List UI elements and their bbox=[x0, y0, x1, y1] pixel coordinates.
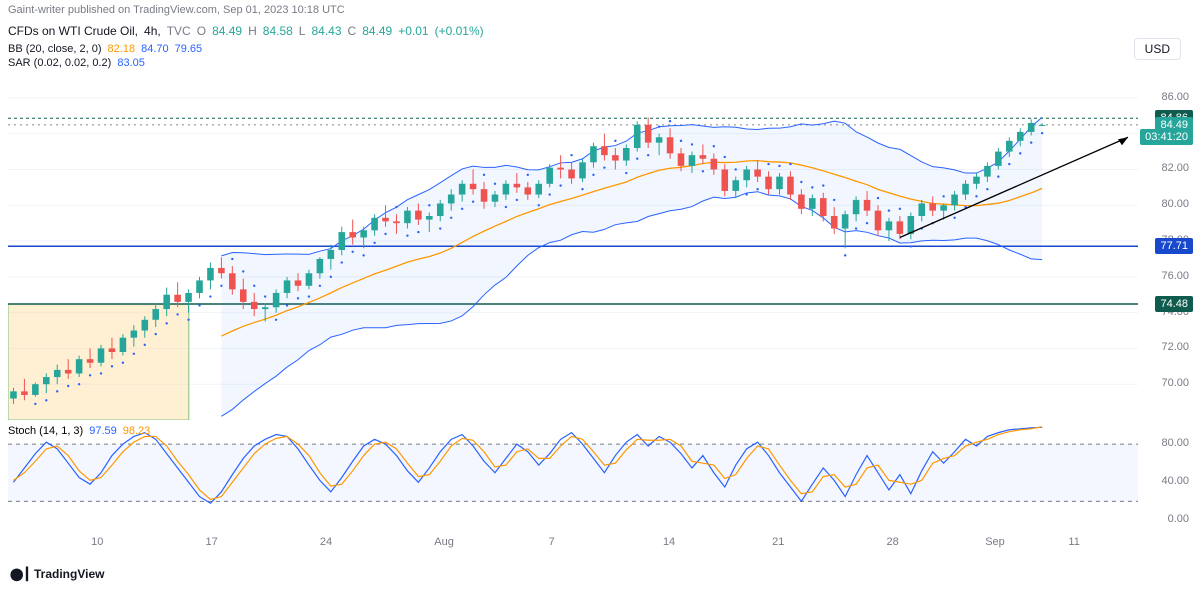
logo-icon: ⬤┃ bbox=[10, 567, 31, 581]
stoch-k: 97.59 bbox=[89, 425, 117, 437]
logo-text: TradingView bbox=[34, 567, 104, 581]
chart-svg bbox=[8, 80, 1138, 420]
stoch-label: Stoch (14, 1, 3) bbox=[8, 425, 83, 437]
sar-label: SAR (0.02, 0.02, 0.2) bbox=[8, 57, 111, 69]
bb-label: BB (20, close, 2, 0) bbox=[8, 43, 102, 55]
open-label: O bbox=[197, 24, 206, 38]
currency-badge[interactable]: USD bbox=[1134, 38, 1181, 60]
change-value: +0.01 bbox=[398, 24, 428, 38]
main-chart[interactable] bbox=[8, 80, 1138, 420]
high-value: 84.58 bbox=[263, 24, 293, 38]
stoch-d: 98.23 bbox=[123, 425, 151, 437]
bb-val-3: 79.65 bbox=[175, 43, 203, 55]
tradingview-logo: ⬤┃ TradingView bbox=[10, 567, 104, 581]
change-pct: (+0.01%) bbox=[435, 24, 484, 38]
bb-indicator: BB (20, close, 2, 0) 82.18 84.70 79.65 bbox=[0, 42, 1195, 56]
publisher-info: Gaint-writer published on TradingView.co… bbox=[0, 0, 1195, 20]
low-label: L bbox=[299, 24, 306, 38]
low-value: 84.43 bbox=[311, 24, 341, 38]
stoch-svg bbox=[8, 425, 1138, 530]
open-value: 84.49 bbox=[212, 24, 242, 38]
timeframe: 4h, bbox=[144, 24, 161, 38]
bb-val-2: 84.70 bbox=[141, 43, 169, 55]
stoch-indicator: Stoch (14, 1, 3) 97.59 98.23 bbox=[8, 425, 150, 437]
stoch-axis: 80.0040.000.00 bbox=[1145, 425, 1195, 530]
symbol-title: CFDs on WTI Crude Oil, bbox=[8, 24, 138, 38]
close-value: 84.49 bbox=[362, 24, 392, 38]
high-label: H bbox=[248, 24, 257, 38]
sar-val: 83.05 bbox=[117, 57, 145, 69]
bb-val-1: 82.18 bbox=[108, 43, 136, 55]
sar-indicator: SAR (0.02, 0.02, 0.2) 83.05 bbox=[0, 56, 1195, 70]
close-label: C bbox=[348, 24, 357, 38]
stoch-chart[interactable] bbox=[8, 425, 1138, 530]
time-axis: 101724Aug7142128Sep11 bbox=[8, 536, 1138, 554]
source: TVC bbox=[167, 24, 191, 38]
symbol-header: CFDs on WTI Crude Oil, 4h, TVC O84.49 H8… bbox=[0, 20, 1195, 42]
